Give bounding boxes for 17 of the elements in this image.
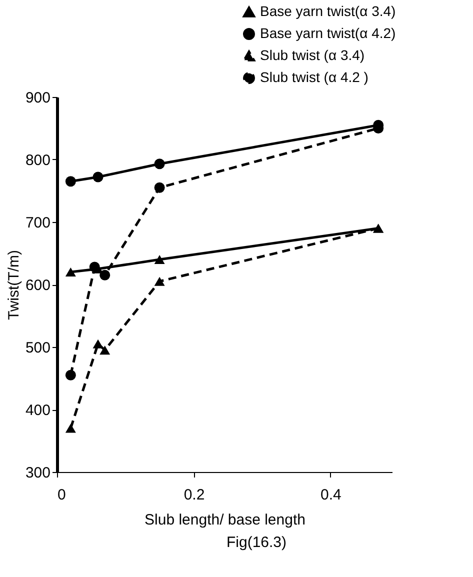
text: Fig(16.3) [225, 534, 288, 551]
y-tick-label: 600 [25, 277, 50, 294]
x-tick-label: 0.2 [184, 486, 205, 504]
x-axis-title: Slub length/ base length [144, 512, 306, 528]
legend-label: Slub twist (α 3.4) [260, 47, 365, 63]
y-tick-label: 700 [25, 214, 50, 232]
legend-label: Slub twist (α 4.2 ) [260, 69, 368, 85]
x-tick-label: 0.4 [320, 486, 342, 504]
y-axis-title: Twist(T/m) [5, 250, 22, 320]
legend-label: Base yarn twist(α 4.2) [260, 25, 396, 41]
y-tick-label: 300 [25, 464, 50, 482]
y-tick-label: 800 [25, 152, 50, 169]
x-tick-label: 0 [58, 486, 66, 504]
legend-label: Base yarn twist(α 3.4) [260, 3, 396, 19]
y-tick-label: 900 [25, 90, 50, 106]
y-tick-label: 400 [25, 402, 50, 419]
y-tick-label: 500 [25, 340, 50, 356]
